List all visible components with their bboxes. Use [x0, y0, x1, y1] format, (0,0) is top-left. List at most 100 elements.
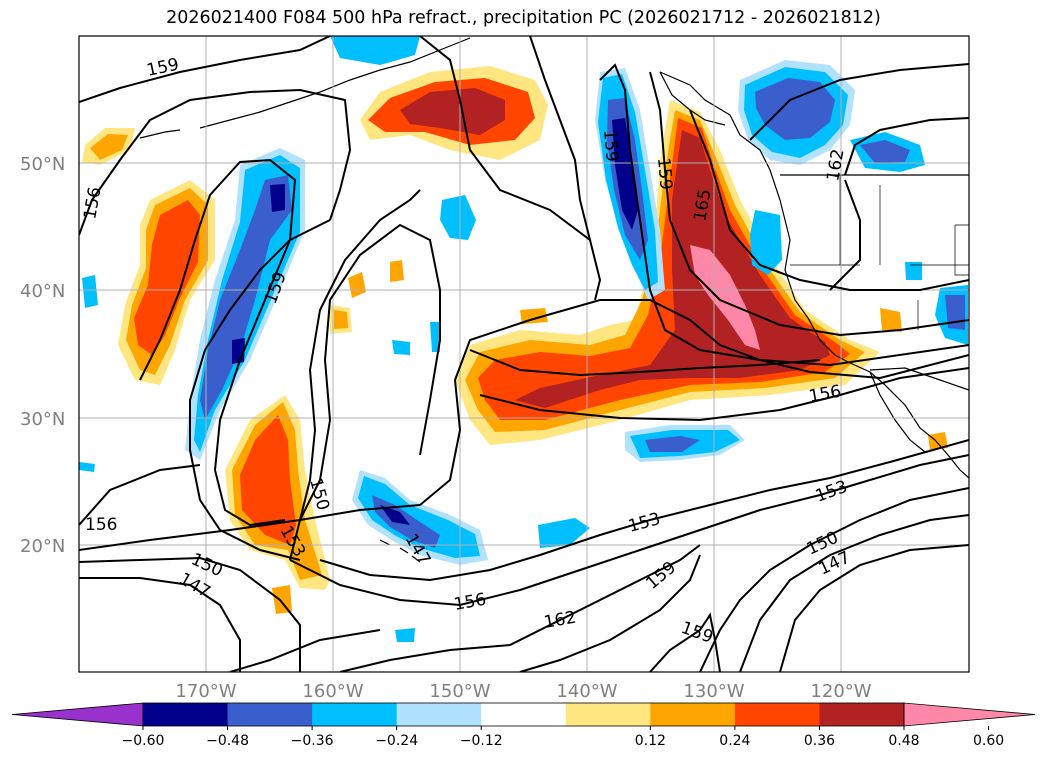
height-contours — [79, 36, 969, 672]
colorbar-segment — [227, 703, 313, 726]
positive-anomaly-blob — [134, 200, 200, 355]
positive-anomaly-blob — [240, 415, 296, 545]
contour-label: 159 — [653, 157, 676, 191]
negative-anomaly-blob — [860, 140, 910, 163]
lon-label-120w: 120°W — [810, 681, 871, 702]
negative-anomaly-blob — [905, 262, 922, 280]
lat-label-40n: 40°N — [20, 281, 65, 302]
longitude-labels: 170°W 160°W 150°W 140°W 130°W 120°W — [175, 681, 871, 702]
colorbar-tick-label: 0.60 — [973, 733, 1004, 749]
negative-anomaly-blob — [612, 118, 638, 230]
negative-anomaly-blob — [645, 436, 700, 452]
positive-anomaly-blob — [390, 260, 404, 282]
contour-line — [79, 88, 352, 236]
positive-anomaly-blob — [880, 308, 902, 332]
contour-line — [479, 367, 969, 422]
lon-label-160w: 160°W — [302, 681, 363, 702]
contour-line — [519, 554, 701, 672]
contour-line — [699, 487, 969, 672]
map-panel: 159 156 159 150 153 156 150 147 156 162 … — [78, 35, 970, 673]
negative-anomaly-blob — [750, 210, 782, 275]
contour-line — [229, 629, 381, 672]
contour-line — [749, 63, 969, 141]
contour-line — [649, 612, 721, 672]
negative-anomaly-blob — [440, 195, 476, 240]
negative-anomaly-blob — [392, 340, 410, 355]
lat-label-50n: 50°N — [20, 154, 65, 175]
colorbar-ticks: −0.60 −0.48 −0.36 −0.24 −0.12 0.12 0.24 0.36 0.4… — [122, 726, 1004, 749]
contour-line — [419, 299, 969, 506]
contour-line — [829, 179, 861, 291]
colorbar-tick-label: −0.48 — [206, 733, 249, 749]
contour-line — [299, 223, 441, 521]
contour-label: 156 — [85, 515, 117, 535]
contour-line — [469, 349, 821, 377]
map-title: 2026021400 F084 500 hPa refract., precip… — [166, 8, 881, 28]
contour-line — [339, 544, 701, 672]
colorbar-segment — [312, 703, 398, 726]
contour-line — [319, 439, 969, 582]
contour-line — [289, 454, 969, 607]
contour-line — [79, 556, 301, 672]
negative-anomaly-blob — [755, 78, 835, 140]
contour-label: 159 — [599, 129, 622, 163]
negative-anomaly-blob — [270, 184, 285, 212]
colorbar-segment — [734, 703, 820, 726]
contour-line — [79, 464, 201, 526]
positive-anomaly-blob — [690, 245, 760, 350]
colorbar-tick-label: 0.36 — [804, 733, 835, 749]
lon-label-170w: 170°W — [175, 681, 236, 702]
colorbar-extend-max — [903, 702, 1036, 727]
colorbar-tick-label: 0.48 — [888, 733, 919, 749]
negative-anomaly-blob — [538, 518, 590, 548]
negative-anomaly-blob — [358, 476, 480, 558]
baja-coastline — [869, 371, 926, 453]
contour-line — [599, 63, 969, 367]
lon-label-140w: 140°W — [556, 681, 617, 702]
colorbar-segment — [565, 703, 651, 726]
colorbar-tick-label: −0.60 — [122, 733, 165, 749]
contour-line — [739, 514, 969, 672]
lon-label-130w: 130°W — [683, 681, 744, 702]
colorbar-extend-min — [11, 702, 144, 727]
positive-anomaly-blob — [272, 585, 292, 614]
latitude-labels: 50°N 40°N 30°N 20°N — [20, 154, 65, 557]
map-frame — [78, 35, 970, 673]
colorbar-frame — [142, 702, 905, 727]
lon-label-150w: 150°W — [429, 681, 490, 702]
contour-line — [189, 219, 331, 561]
colorbar-segment — [819, 703, 905, 726]
contour-line — [419, 36, 602, 301]
positive-anomaly-blob — [348, 272, 366, 298]
negative-anomaly-blob — [945, 295, 965, 330]
contour-line — [844, 117, 969, 176]
north-america-coastline — [659, 71, 969, 479]
contour-line — [529, 36, 591, 241]
state-border — [790, 175, 969, 330]
contour-line — [649, 71, 969, 337]
positive-anomaly-blob — [334, 310, 348, 329]
positive-anomaly-blob — [90, 134, 128, 160]
colorbar-tick-label: −0.24 — [375, 733, 418, 749]
contour-line — [289, 189, 421, 561]
negative-anomaly-blob — [380, 505, 410, 525]
colorbar-segment — [650, 703, 736, 726]
colorbar: −0.60 −0.48 −0.36 −0.24 −0.12 0.12 0.24 0.36 0.4… — [11, 702, 1036, 749]
negative-anomaly-blob — [82, 275, 98, 308]
colorbar-segments — [11, 702, 1036, 727]
negative-anomaly-blob — [330, 36, 420, 65]
colorbar-tick-label: −0.36 — [291, 733, 334, 749]
graticule — [79, 36, 969, 672]
contour-line — [79, 577, 241, 672]
contour-line — [779, 544, 969, 672]
lat-label-30n: 30°N — [20, 409, 65, 430]
positive-anomaly-blob — [928, 432, 948, 450]
colorbar-segment — [481, 703, 567, 726]
hawaiian-islands — [379, 539, 421, 563]
contour-line — [689, 109, 969, 291]
colorbar-segment — [143, 703, 229, 726]
colorbar-tick-label: 0.12 — [635, 733, 666, 749]
negative-anomaly-blob — [79, 462, 95, 472]
positive-anomaly-blob — [400, 88, 505, 135]
lat-label-20n: 20°N — [20, 536, 65, 557]
